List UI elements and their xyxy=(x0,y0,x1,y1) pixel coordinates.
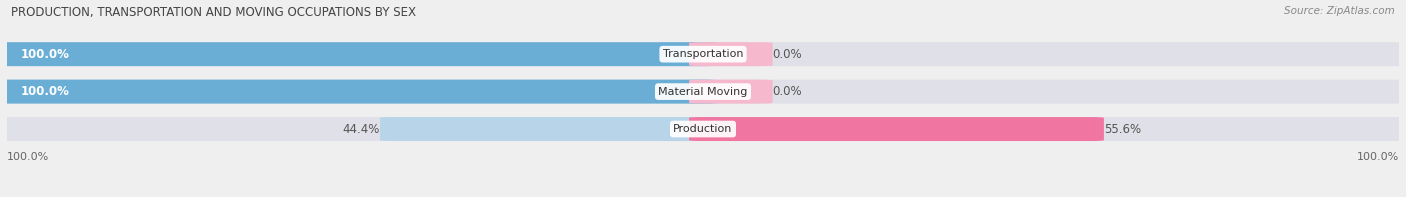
Text: 100.0%: 100.0% xyxy=(21,48,70,61)
Text: Material Moving: Material Moving xyxy=(658,87,748,97)
Text: Transportation: Transportation xyxy=(662,49,744,59)
Text: 100.0%: 100.0% xyxy=(1357,152,1399,162)
Text: Production: Production xyxy=(673,124,733,134)
Text: 44.4%: 44.4% xyxy=(343,123,380,136)
FancyBboxPatch shape xyxy=(0,42,1406,66)
Text: 55.6%: 55.6% xyxy=(1104,123,1142,136)
Text: 0.0%: 0.0% xyxy=(773,48,803,61)
FancyBboxPatch shape xyxy=(689,42,773,66)
FancyBboxPatch shape xyxy=(689,117,1104,141)
Text: 0.0%: 0.0% xyxy=(773,85,803,98)
FancyBboxPatch shape xyxy=(0,80,1406,104)
FancyBboxPatch shape xyxy=(380,117,717,141)
Text: PRODUCTION, TRANSPORTATION AND MOVING OCCUPATIONS BY SEX: PRODUCTION, TRANSPORTATION AND MOVING OC… xyxy=(11,6,416,19)
FancyBboxPatch shape xyxy=(0,80,717,104)
FancyBboxPatch shape xyxy=(689,80,773,104)
Text: Source: ZipAtlas.com: Source: ZipAtlas.com xyxy=(1284,6,1395,16)
Text: 100.0%: 100.0% xyxy=(21,85,70,98)
FancyBboxPatch shape xyxy=(0,42,717,66)
FancyBboxPatch shape xyxy=(0,117,1406,141)
Text: 100.0%: 100.0% xyxy=(7,152,49,162)
